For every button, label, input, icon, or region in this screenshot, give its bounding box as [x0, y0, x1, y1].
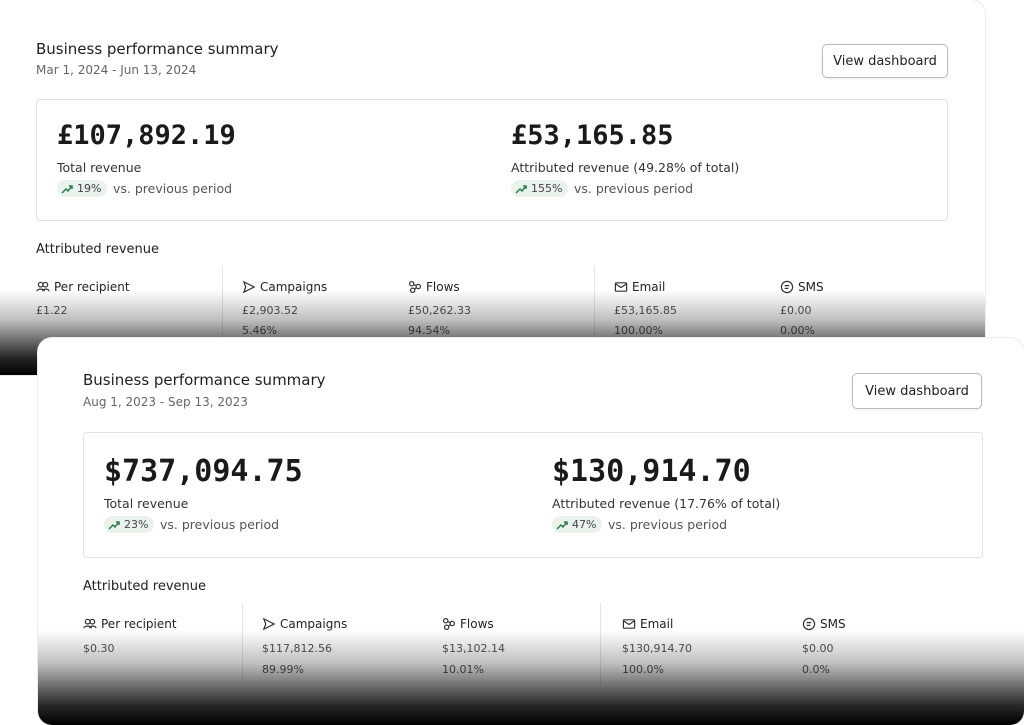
- section-title: Attributed revenue: [36, 242, 160, 257]
- icon: [622, 619, 636, 629]
- stat-label-row: Campaigns: [242, 280, 327, 294]
- metric-label: Attributed revenue (17.76% of total): [552, 496, 781, 511]
- card-title: Business performance summary: [36, 40, 279, 58]
- stat-value: £53,165.85: [614, 304, 677, 317]
- change-value: 47%: [572, 518, 597, 531]
- stat-percent: 89.99%: [262, 663, 304, 676]
- icon: [442, 617, 456, 631]
- stat-label-row: Email: [614, 280, 665, 294]
- trend-up-icon: [61, 184, 73, 194]
- metrics-box: [83, 432, 983, 558]
- stat-value: $130,914.70: [622, 642, 692, 655]
- bottom-fade: [38, 630, 1024, 725]
- icon: [614, 282, 628, 292]
- stat-label: Email: [632, 280, 666, 294]
- icon: [36, 281, 50, 292]
- metric-label: Total revenue: [104, 496, 189, 511]
- stat-label-row: Per recipient: [83, 617, 177, 631]
- change-badge: 47%: [552, 516, 603, 533]
- stat-label: Flows: [460, 617, 494, 631]
- date-range: Mar 1, 2024 - Jun 13, 2024: [36, 63, 197, 77]
- icon: [408, 280, 422, 294]
- stat-value: £0.00: [780, 304, 812, 317]
- stat-label-row: Flows: [442, 617, 494, 631]
- change-text: vs. previous period: [160, 517, 280, 532]
- change-text: vs. previous period: [608, 517, 728, 532]
- section-title: Attributed revenue: [83, 579, 207, 594]
- metric-label: Total revenue: [57, 160, 142, 175]
- stat-label: Per recipient: [101, 617, 177, 631]
- icon: [802, 617, 816, 631]
- icon: [242, 280, 256, 294]
- stat-label: Flows: [426, 280, 460, 294]
- stat-value: $117,812.56: [262, 642, 332, 655]
- metric-value: £53,165.85: [511, 120, 674, 151]
- icon: [83, 618, 97, 629]
- stat-value: £50,262.33: [408, 304, 471, 317]
- stat-value: $13,102.14: [442, 642, 505, 655]
- metric-label: Attributed revenue (49.28% of total): [511, 160, 740, 175]
- stat-percent: 100.00%: [614, 324, 663, 337]
- metric-value: $130,914.70: [552, 454, 751, 489]
- change-value: 155%: [531, 182, 563, 195]
- change-text: vs. previous period: [113, 181, 233, 196]
- stat-label: Email: [640, 617, 674, 631]
- stat-label: Campaigns: [260, 280, 328, 294]
- icon: [780, 280, 794, 294]
- stat-value: £1.22: [36, 304, 68, 317]
- stat-label: SMS: [820, 617, 846, 631]
- column-divider: [600, 603, 601, 683]
- stat-label-row: Per recipient: [36, 280, 130, 294]
- metric-value: $737,094.75: [104, 454, 303, 489]
- stat-value: £2,903.52: [242, 304, 298, 317]
- trend-up-icon: [108, 520, 120, 530]
- trend-up-icon: [556, 520, 568, 530]
- stat-percent: 94.54%: [408, 324, 450, 337]
- change-value: 23%: [124, 518, 149, 531]
- stat-label-row: Campaigns: [262, 617, 347, 631]
- stat-label-row: Flows: [408, 280, 460, 294]
- stat-percent: 0.00%: [780, 324, 815, 337]
- stat-label-row: Email: [622, 617, 673, 631]
- stat-value: $0.30: [83, 642, 115, 655]
- stat-label: Per recipient: [54, 280, 130, 294]
- change-badge: 23%: [104, 516, 155, 533]
- metric-value: £107,892.19: [57, 120, 236, 151]
- stat-percent: 100.0%: [622, 663, 664, 676]
- summary-card: Business performance summary Mar 1, 2024 …: [0, 0, 985, 375]
- stat-label: SMS: [798, 280, 824, 294]
- change-badge: 155%: [511, 180, 569, 197]
- stat-label: Campaigns: [280, 617, 348, 631]
- metrics-box: [36, 99, 948, 221]
- trend-up-icon: [515, 184, 527, 194]
- change-badge: 19%: [57, 180, 108, 197]
- change-text: vs. previous period: [574, 181, 694, 196]
- date-range: Aug 1, 2023 - Sep 13, 2023: [83, 395, 248, 409]
- column-divider: [222, 266, 223, 346]
- view-dashboard-button[interactable]: View dashboard: [852, 373, 982, 409]
- stat-value: $0.00: [802, 642, 834, 655]
- stat-percent: 0.0%: [802, 663, 830, 676]
- icon: [262, 617, 276, 631]
- stat-label-row: SMS: [780, 280, 824, 294]
- stat-percent: 10.01%: [442, 663, 484, 676]
- stat-label-row: SMS: [802, 617, 846, 631]
- view-dashboard-button[interactable]: View dashboard: [822, 44, 948, 78]
- card-title: Business performance summary: [83, 371, 326, 389]
- change-value: 19%: [77, 182, 102, 195]
- column-divider: [242, 603, 243, 683]
- column-divider: [594, 266, 595, 346]
- stat-percent: 5.46%: [242, 324, 277, 337]
- summary-card: Business performance summary Aug 1, 2023 …: [38, 338, 1024, 725]
